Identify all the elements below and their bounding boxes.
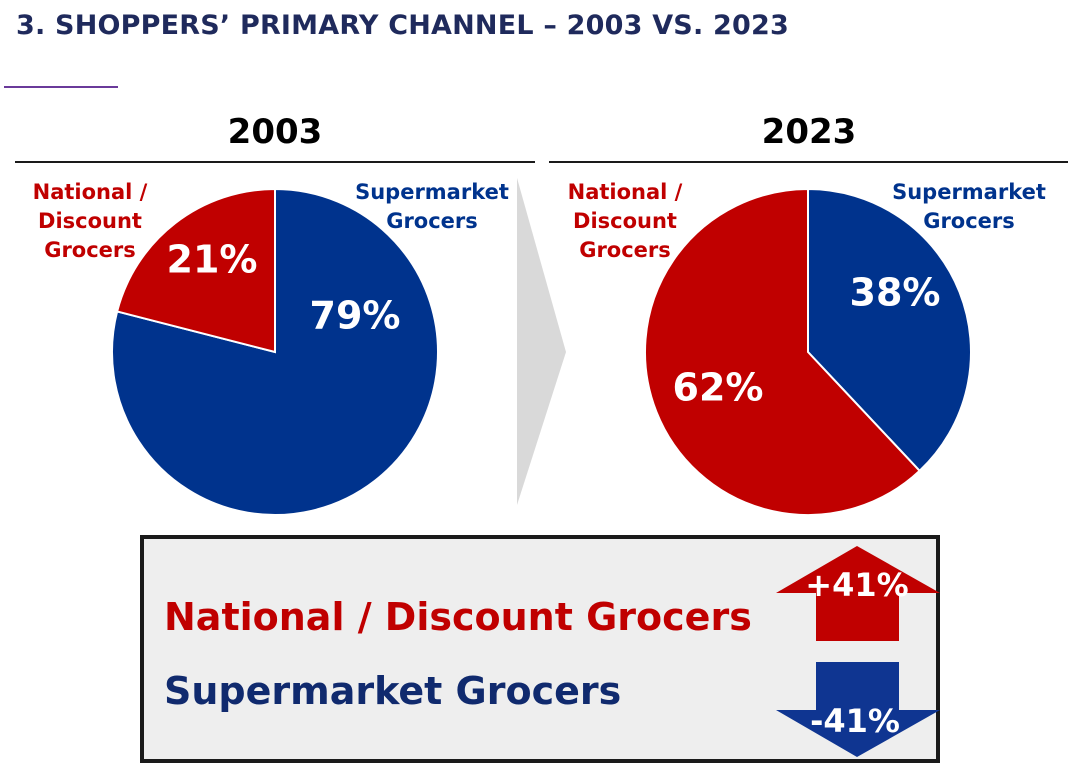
- pie-2023-value-label-national-discount: 62%: [673, 366, 764, 410]
- pie-2023-category-label-national-discount: National / Discount Grocers: [568, 180, 683, 262]
- up-arrow-icon: +41%: [776, 546, 940, 641]
- pie-2023-slice-national-discount: [644, 187, 921, 516]
- page-title: 3. SHOPPERS’ PRIMARY CHANNEL – 2003 VS. …: [16, 10, 789, 41]
- pie-2003-category-label-supermarket: Supermarket Grocers: [355, 180, 509, 233]
- national-discount-change: +41%: [805, 566, 908, 604]
- pie-2003-slice-national-discount: [115, 187, 276, 354]
- summary-supermarket-label: Supermarket Grocers: [164, 669, 622, 713]
- supermarket-change: -41%: [810, 702, 900, 740]
- pie-2023-slice-supermarket: [807, 187, 972, 473]
- down-arrow-icon: -41%: [776, 662, 940, 757]
- year-rule-2003: [15, 161, 535, 163]
- pie-2023-value-label-supermarket: 38%: [850, 271, 941, 315]
- summary-national-discount-label: National / Discount Grocers: [164, 595, 752, 639]
- pie-2023-category-label-supermarket: Supermarket Grocers: [892, 180, 1046, 233]
- year-label-2023: 2023: [761, 112, 857, 152]
- year-rule-2023: [549, 161, 1068, 163]
- pie-charts: 79% 21% National / Discount Grocers Supermark…: [33, 178, 1046, 516]
- year-label-2003: 2003: [227, 112, 323, 152]
- pie-2003-category-label-national-discount: National / Discount Grocers: [33, 180, 148, 262]
- title-underline: [4, 86, 118, 88]
- pie-2003-value-label-national-discount: 21%: [167, 238, 258, 282]
- pie-2003-slice-supermarket: [111, 187, 439, 516]
- transition-chevron: [517, 178, 566, 505]
- pie-2003-value-label-supermarket: 79%: [310, 294, 401, 338]
